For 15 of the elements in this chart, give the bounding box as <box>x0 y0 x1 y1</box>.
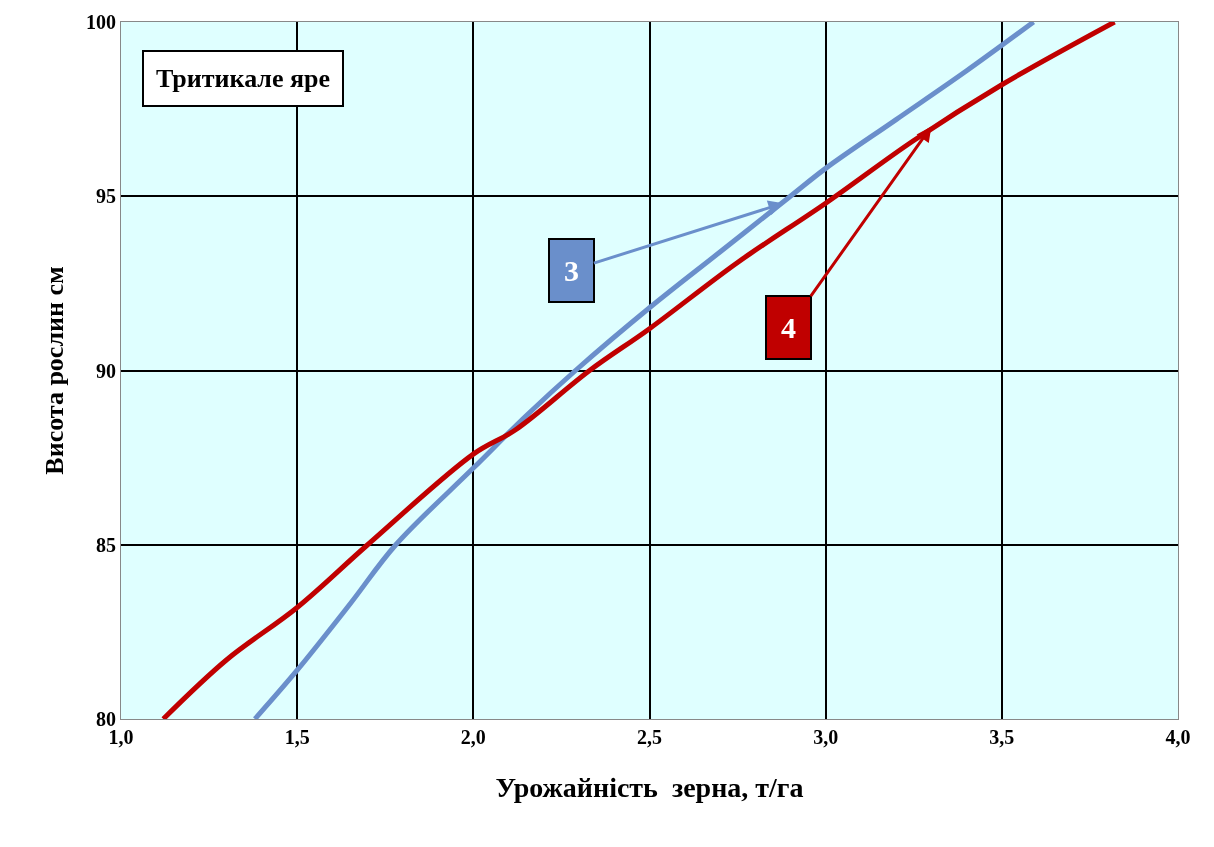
annotation: 3 <box>564 254 579 287</box>
text: Тритикале яре <box>156 64 331 93</box>
x-axis-title: Урожайність зерна, т/га <box>495 772 804 804</box>
y-tick-label: 90 <box>96 359 116 382</box>
y-tick-label: 100 <box>86 11 116 33</box>
x-tick-label: 3,5 <box>989 726 1015 748</box>
x-tick-label: 1,5 <box>284 726 310 748</box>
y-axis-title: Висота рослин см <box>40 266 70 475</box>
x-tick-label: 2,5 <box>637 726 662 748</box>
y-tick-label: 95 <box>96 185 116 208</box>
x-tick-label: 2,0 <box>460 726 486 748</box>
x-tick-label: 3,0 <box>813 726 839 748</box>
x-tick-label: 4,0 <box>1165 726 1191 748</box>
annotation: 4 <box>781 311 796 344</box>
y-tick-label: 85 <box>96 533 116 556</box>
